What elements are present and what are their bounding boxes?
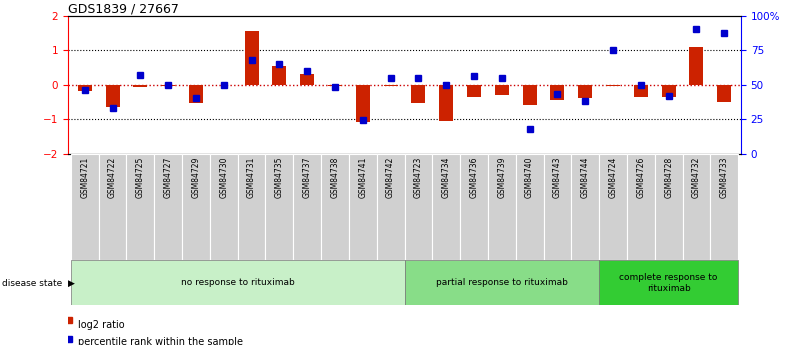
Text: GSM84733: GSM84733	[720, 157, 729, 198]
Bar	[516, 154, 544, 260]
Bar	[376, 154, 405, 260]
Text: GSM84737: GSM84737	[303, 157, 312, 198]
Bar	[99, 154, 127, 260]
Text: GSM84722: GSM84722	[108, 157, 117, 198]
Text: GSM84741: GSM84741	[358, 157, 368, 198]
Text: GSM84723: GSM84723	[414, 157, 423, 198]
Bar	[495, 85, 509, 95]
Bar	[606, 85, 620, 86]
Bar	[717, 85, 731, 102]
Bar	[127, 154, 155, 260]
Bar	[439, 85, 453, 121]
Bar	[293, 154, 321, 260]
Text: GSM84738: GSM84738	[331, 157, 340, 198]
Text: GSM84721: GSM84721	[80, 157, 89, 198]
Bar	[682, 154, 710, 260]
Bar	[405, 154, 433, 260]
Text: GSM84724: GSM84724	[609, 157, 618, 198]
Bar	[238, 154, 265, 260]
Text: percentile rank within the sample: percentile rank within the sample	[78, 337, 243, 345]
Text: log2 ratio: log2 ratio	[78, 320, 124, 330]
Bar	[70, 154, 99, 260]
Bar	[182, 154, 210, 260]
Bar	[634, 85, 648, 97]
Bar	[571, 154, 599, 260]
Bar	[710, 154, 739, 260]
Text: GSM84735: GSM84735	[275, 157, 284, 198]
Text: GSM84728: GSM84728	[664, 157, 673, 198]
Bar	[321, 154, 349, 260]
Bar	[488, 154, 516, 260]
Bar	[356, 85, 370, 122]
Bar	[134, 85, 147, 87]
Text: GSM84727: GSM84727	[163, 157, 173, 198]
Bar	[78, 85, 92, 91]
Bar	[599, 154, 627, 260]
Bar	[244, 31, 259, 85]
Bar	[550, 85, 565, 100]
Bar	[328, 85, 342, 86]
Bar	[627, 154, 654, 260]
Bar	[599, 260, 739, 305]
Bar	[467, 85, 481, 97]
Text: GSM84726: GSM84726	[636, 157, 646, 198]
Bar	[654, 154, 682, 260]
Text: GSM84744: GSM84744	[581, 157, 590, 198]
Text: GSM84740: GSM84740	[525, 157, 534, 198]
Text: GSM84742: GSM84742	[386, 157, 395, 198]
Bar	[578, 85, 592, 98]
Text: complete response to
rituximab: complete response to rituximab	[619, 273, 718, 293]
Bar	[384, 85, 397, 86]
Text: partial response to rituximab: partial response to rituximab	[436, 278, 568, 287]
Bar	[662, 85, 675, 97]
Text: GSM84743: GSM84743	[553, 157, 562, 198]
Text: GSM84729: GSM84729	[191, 157, 200, 198]
Bar	[272, 66, 286, 85]
Text: GSM84732: GSM84732	[692, 157, 701, 198]
Text: GSM84734: GSM84734	[441, 157, 451, 198]
Bar	[405, 260, 599, 305]
Text: GSM84739: GSM84739	[497, 157, 506, 198]
Bar	[300, 74, 314, 85]
Bar	[460, 154, 488, 260]
Bar	[412, 85, 425, 103]
Bar	[265, 154, 293, 260]
Bar	[690, 47, 703, 85]
Bar	[161, 85, 175, 86]
Text: GDS1839 / 27667: GDS1839 / 27667	[68, 2, 179, 16]
Bar	[106, 85, 119, 107]
Text: GSM84730: GSM84730	[219, 157, 228, 198]
Text: no response to rituximab: no response to rituximab	[181, 278, 295, 287]
Bar	[70, 260, 405, 305]
Bar	[189, 85, 203, 103]
Bar	[523, 85, 537, 105]
Bar	[155, 154, 182, 260]
Bar	[210, 154, 238, 260]
Bar	[433, 154, 460, 260]
Text: GSM84725: GSM84725	[136, 157, 145, 198]
Text: disease state  ▶: disease state ▶	[2, 278, 74, 287]
Text: GSM84736: GSM84736	[469, 157, 478, 198]
Text: GSM84731: GSM84731	[247, 157, 256, 198]
Bar	[349, 154, 376, 260]
Bar	[544, 154, 571, 260]
